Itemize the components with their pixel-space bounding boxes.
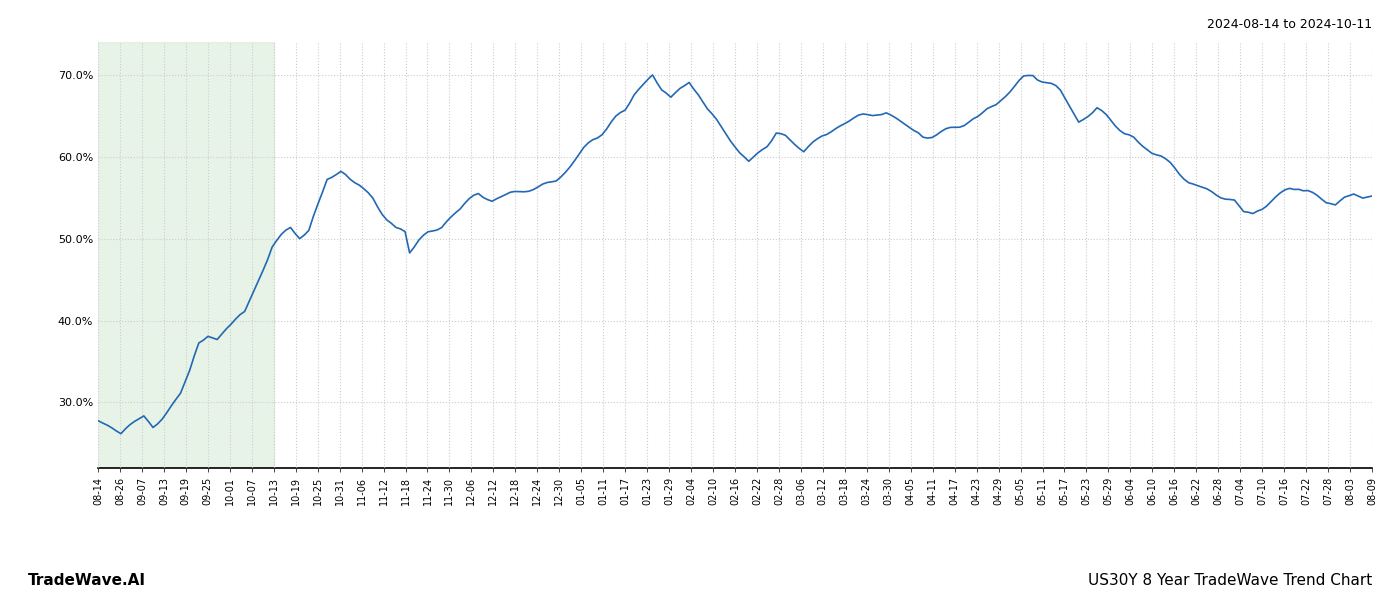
Bar [95,42,274,468]
Text: US30Y 8 Year TradeWave Trend Chart: US30Y 8 Year TradeWave Trend Chart [1088,573,1372,588]
Text: 2024-08-14 to 2024-10-11: 2024-08-14 to 2024-10-11 [1207,18,1372,31]
Text: TradeWave.AI: TradeWave.AI [28,573,146,588]
